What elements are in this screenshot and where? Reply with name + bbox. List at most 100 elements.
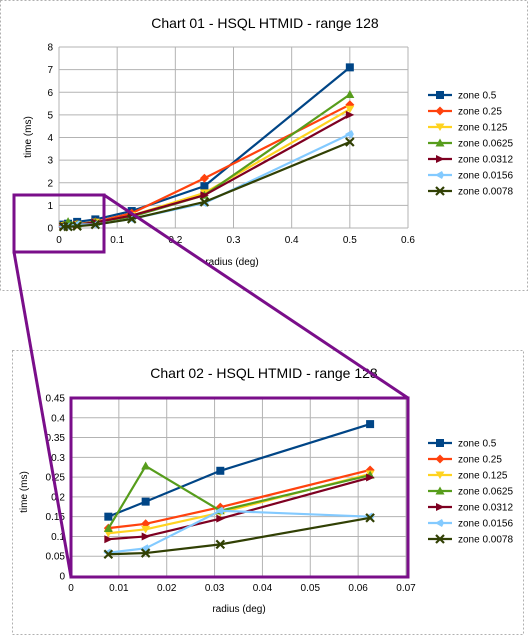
legend-item: zone 0.0312 (428, 503, 513, 514)
legend-item: zone 0.0156 (428, 171, 513, 182)
y-tick-label: 3 (47, 156, 53, 167)
zoom-region-box (12, 193, 106, 254)
data-point (200, 191, 209, 200)
data-point (103, 549, 114, 560)
chart-02-title: Chart 02 - HSQL HTMID - range 128 (150, 365, 378, 381)
legend-label: zone 0.0078 (458, 535, 513, 546)
y-tick-label: 7 (47, 65, 53, 76)
data-point (215, 539, 226, 550)
data-point (345, 137, 355, 147)
legend-item: zone 0.5 (428, 91, 497, 102)
legend-swatch-marker (435, 106, 445, 116)
data-point (345, 105, 355, 114)
legend-swatch-marker (435, 454, 445, 464)
legend-item: zone 0.125 (428, 123, 508, 134)
legend-swatch-marker (436, 439, 444, 447)
data-point (141, 525, 151, 534)
legend-swatch-marker (436, 91, 444, 99)
y-tick-label: 0 (47, 224, 53, 235)
legend-label: zone 0.25 (458, 107, 502, 118)
data-point (104, 512, 113, 521)
legend-item: zone 0.5 (428, 439, 497, 450)
x-tick-label: 0.2 (168, 235, 182, 246)
y-tick-label: 0.3 (51, 453, 65, 464)
x-tick-label: 0.04 (253, 583, 273, 594)
data-point (345, 63, 354, 72)
data-point (63, 221, 73, 232)
data-point (345, 110, 355, 119)
chart-01-tick-labels: 0 1 2 3 4 5 6 7 8 0 0.1 0.2 0.3 0.4 0.5 0.6 (47, 43, 415, 247)
zoom-detail-box (69, 396, 410, 579)
data-point (365, 513, 375, 523)
x-tick-label: 0.3 (227, 235, 241, 246)
legend-label: zone 0.0312 (458, 155, 513, 166)
legend-swatch-marker (435, 486, 445, 495)
legend-label: zone 0.5 (458, 91, 497, 102)
series-zone-0_5 (104, 420, 375, 521)
data-point (200, 182, 209, 191)
data-point (366, 473, 375, 482)
y-tick-label: 0.4 (51, 413, 65, 424)
chart-01-gridlines (58, 46, 409, 229)
chart-02-legend: zone 0.5 zone 0.25 zone 0.125 zone 0.0625 zo… (428, 439, 513, 546)
data-point (199, 173, 209, 183)
legend-label: zone 0.125 (458, 123, 508, 134)
legend-label: zone 0.125 (458, 471, 508, 482)
chart-01: Chart 01 - HSQL HTMID - range 128 time (… (0, 0, 528, 291)
series-line (108, 509, 371, 554)
data-point (199, 197, 210, 207)
y-tick-label: 1 (47, 201, 53, 212)
legend-item: zone 0.25 (428, 106, 502, 118)
data-point (366, 420, 375, 429)
legend-label: zone 0.0312 (458, 503, 513, 514)
data-point (141, 532, 151, 541)
data-point (140, 548, 151, 558)
series-zone-0_0312 (104, 473, 375, 544)
legend-item: zone 0.125 (428, 471, 508, 482)
chart-02-series (103, 420, 375, 560)
data-point (104, 535, 113, 544)
legend-swatch-marker (436, 503, 445, 511)
data-point (72, 221, 82, 231)
y-tick-label: 8 (47, 43, 53, 54)
legend-item: zone 0.0078 (428, 186, 513, 198)
series-line (108, 476, 371, 541)
y-tick-label: 0 (59, 572, 65, 583)
y-tick-label: 2 (47, 178, 53, 189)
data-point (216, 514, 225, 523)
legend-swatch-marker (436, 155, 445, 163)
y-tick-label: 0.05 (46, 552, 66, 563)
legend-swatch-marker (435, 186, 445, 196)
y-tick-label: 6 (47, 88, 53, 99)
y-tick-label: 0.45 (46, 394, 66, 405)
zoom-connector-right (103, 193, 409, 400)
chart-02: Chart 02 - HSQL HTMID - range 128 time (… (12, 350, 524, 635)
legend-item: zone 0.0625 (428, 138, 513, 150)
y-tick-label: 0.35 (46, 433, 66, 444)
legend-swatch-marker (435, 123, 445, 131)
data-point (141, 497, 150, 506)
x-tick-label: 0.05 (301, 583, 321, 594)
data-point (90, 219, 101, 230)
data-point (215, 506, 225, 515)
zoom-callout (12, 193, 410, 579)
legend-swatch-marker (435, 138, 445, 147)
series-line (108, 516, 371, 556)
legend-swatch-marker (435, 171, 444, 179)
legend-item: zone 0.0625 (428, 486, 513, 498)
chart-02-y-axis-label: time (ms) (19, 471, 30, 513)
legend-swatch-marker (435, 534, 445, 544)
chart-01-y-axis-label: time (ms) (23, 116, 34, 158)
x-tick-label: 0.07 (396, 583, 416, 594)
legend-label: zone 0.5 (458, 439, 497, 450)
series-line (107, 464, 371, 530)
y-tick-label: 0.1 (51, 532, 65, 543)
x-tick-label: 0.06 (348, 583, 368, 594)
x-tick-label: 0 (68, 583, 74, 594)
legend-label: zone 0.25 (458, 455, 502, 466)
legend-swatch-marker (435, 471, 445, 479)
legend-item: zone 0.0078 (428, 534, 513, 546)
x-tick-label: 0.6 (401, 235, 415, 246)
chart-02-x-axis-label: radius (deg) (212, 604, 265, 615)
x-tick-label: 0.02 (157, 583, 177, 594)
